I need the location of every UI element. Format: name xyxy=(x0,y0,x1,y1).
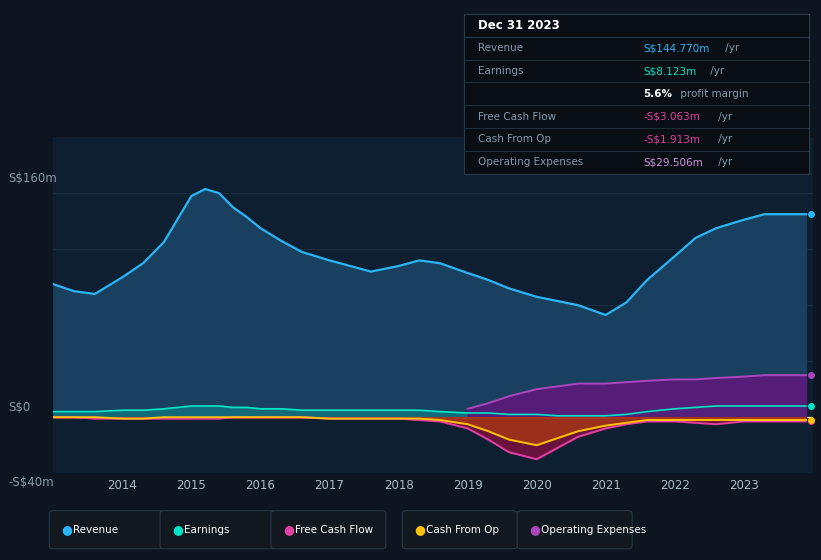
Text: /yr: /yr xyxy=(715,134,732,144)
Text: Earnings: Earnings xyxy=(478,66,523,76)
Text: Free Cash Flow: Free Cash Flow xyxy=(295,525,373,535)
Text: Cash From Op: Cash From Op xyxy=(426,525,499,535)
Text: Free Cash Flow: Free Cash Flow xyxy=(478,111,556,122)
Text: Dec 31 2023: Dec 31 2023 xyxy=(478,19,559,32)
Text: /yr: /yr xyxy=(708,66,725,76)
Text: profit margin: profit margin xyxy=(677,89,749,99)
Text: Operating Expenses: Operating Expenses xyxy=(478,157,583,167)
Text: ●: ● xyxy=(172,523,183,536)
Text: 5.6%: 5.6% xyxy=(643,89,672,99)
Text: S$160m: S$160m xyxy=(8,172,57,185)
Text: ●: ● xyxy=(283,523,294,536)
Text: Revenue: Revenue xyxy=(478,43,523,53)
Text: -S$3.063m: -S$3.063m xyxy=(643,111,700,122)
Text: -S$1.913m: -S$1.913m xyxy=(643,134,700,144)
Text: ●: ● xyxy=(62,523,72,536)
Text: ●: ● xyxy=(415,523,425,536)
Text: /yr: /yr xyxy=(722,43,740,53)
Text: -S$40m: -S$40m xyxy=(8,476,54,489)
Text: Revenue: Revenue xyxy=(73,525,118,535)
Text: S$144.770m: S$144.770m xyxy=(643,43,709,53)
Text: /yr: /yr xyxy=(715,111,732,122)
Text: Operating Expenses: Operating Expenses xyxy=(541,525,646,535)
Text: ●: ● xyxy=(530,523,540,536)
Text: S$0: S$0 xyxy=(8,402,30,414)
Text: Earnings: Earnings xyxy=(184,525,229,535)
Text: Cash From Op: Cash From Op xyxy=(478,134,551,144)
Text: /yr: /yr xyxy=(715,157,732,167)
Text: S$8.123m: S$8.123m xyxy=(643,66,696,76)
Text: S$29.506m: S$29.506m xyxy=(643,157,703,167)
